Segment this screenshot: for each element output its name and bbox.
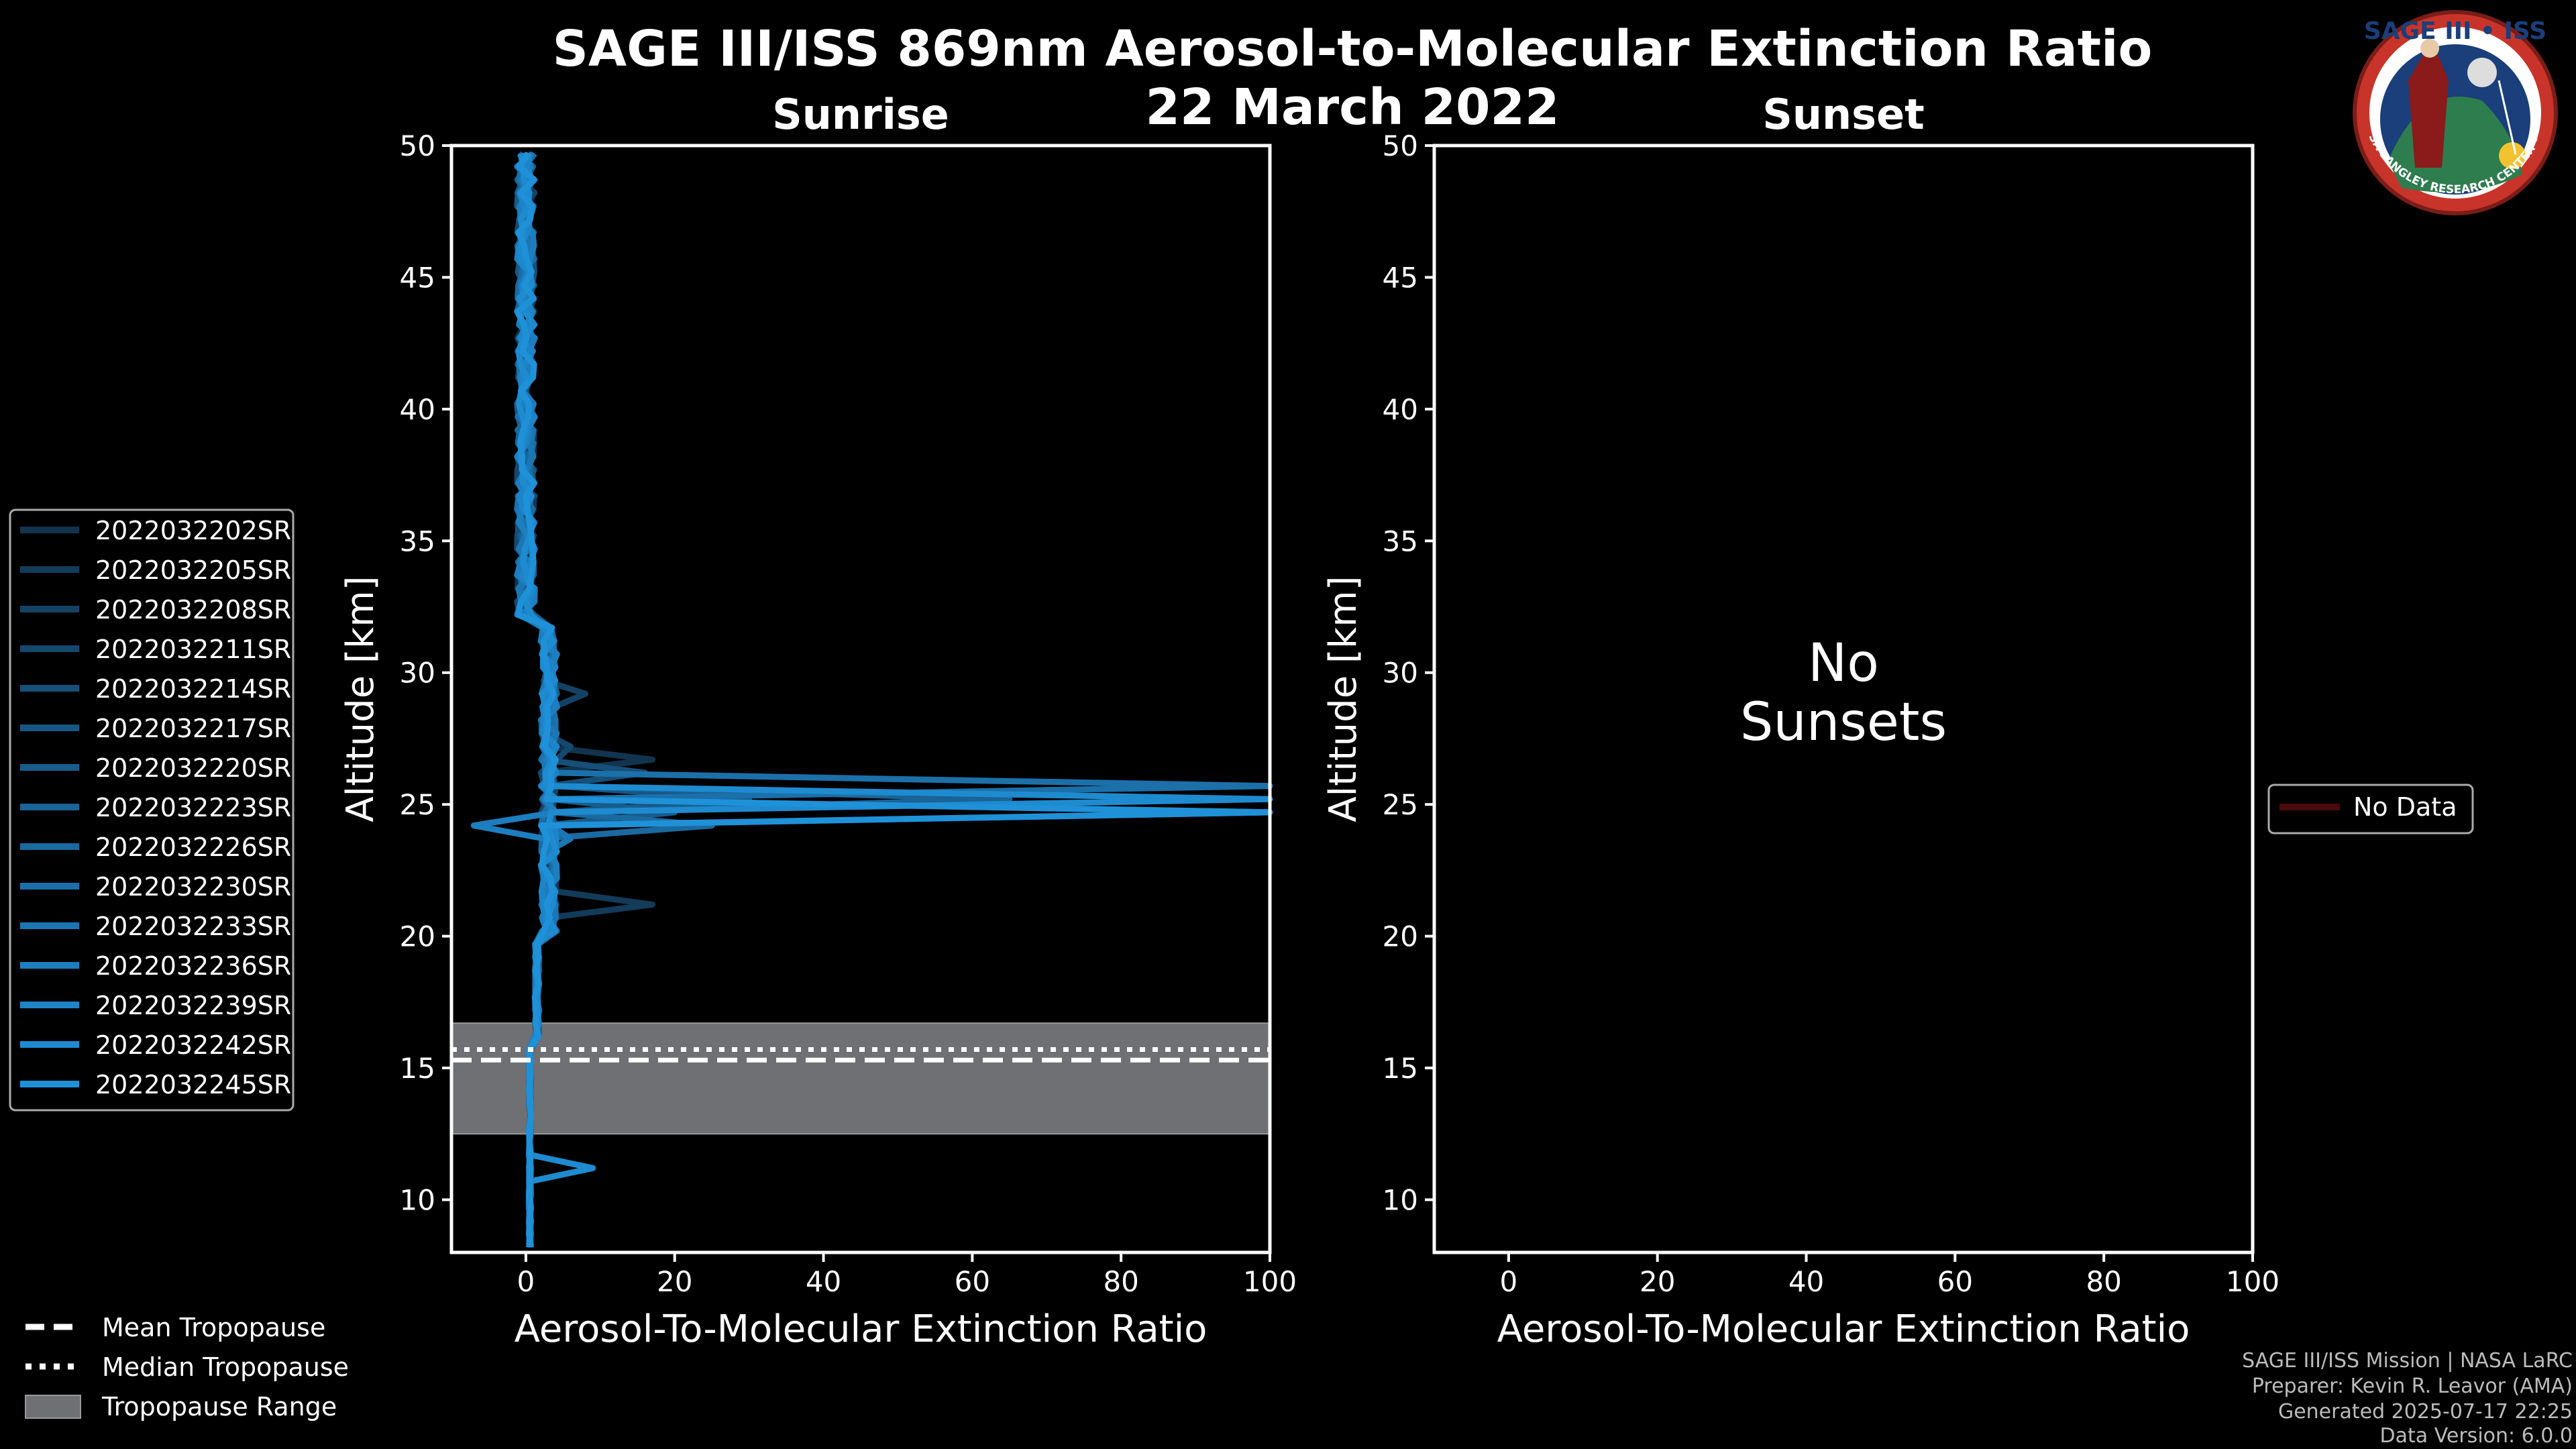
sunset-x-axis-label: Aerosol-To-Molecular Extinction Ratio (1497, 1307, 2190, 1351)
sunrise-plot-frame (449, 144, 1272, 1254)
sunrise-y-tick-label: 40 (400, 393, 435, 426)
sunset-x-tick-label: 20 (1640, 1265, 1675, 1298)
sunrise-y-tick-label: 50 (400, 129, 435, 162)
sunrise-x-tick-label: 40 (806, 1265, 841, 1298)
legend-label-2022032226SR: 2022032226SR (95, 833, 291, 862)
sunset-message-no: No (1808, 633, 1879, 694)
sunrise-y-tick-label: 15 (400, 1052, 435, 1085)
sunset-y-tick-label: 10 (1383, 1183, 1418, 1216)
no-data-legend-label: No Data (2353, 792, 2457, 822)
sunset-y-tick-label: 50 (1383, 129, 1418, 162)
legend-label-2022032220SR: 2022032220SR (95, 753, 291, 783)
sunset-x-tick-label: 80 (2086, 1265, 2121, 1298)
credit-mission: SAGE III/ISS Mission | NASA LaRC (2242, 1349, 2573, 1373)
sunrise-x-tick-label: 0 (517, 1265, 535, 1298)
sunrise-y-tick-label: 10 (400, 1183, 435, 1216)
sunset-x-tick-label: 0 (1500, 1265, 1518, 1298)
tropopause-range-band (451, 1022, 1271, 1135)
sunrise-axes: 0 20 40 60 80 100 10 15 20 25 30 35 40 45 50 (400, 129, 1297, 1298)
sunset-legend: No Data (2267, 784, 2474, 835)
legend-label-2022032236SR: 2022032236SR (95, 951, 291, 981)
chart-title: SAGE III/ISS 869nm Aerosol-to-Molecular … (553, 20, 2153, 78)
legend-label-2022032233SR: 2022032233SR (95, 912, 291, 941)
sunrise-y-tick-label: 20 (400, 920, 435, 953)
sunrise-y-tick-label: 35 (400, 525, 435, 557)
credit-generated: Generated 2025-07-17 22:25 (2278, 1400, 2573, 1424)
sunrise-y-tick-label: 45 (400, 261, 435, 294)
sunset-x-tick-label: 100 (2226, 1265, 2279, 1298)
profile-line-2022032245SR (515, 152, 1273, 1248)
sunrise-legend-frame (9, 508, 294, 1112)
legend-label-2022032230SR: 2022032230SR (95, 872, 291, 902)
sunset-y-tick-label: 45 (1383, 261, 1418, 294)
sunrise-panel-title: Sunrise (772, 90, 949, 139)
legend-label-2022032202SR: 2022032202SR (95, 516, 291, 545)
credit-data-version: Data Version: 6.0.0 (2380, 1424, 2573, 1448)
sunset-message-sunsets: Sunsets (1740, 692, 1947, 753)
legend-label-2022032239SR: 2022032239SR (95, 991, 291, 1020)
sunrise-x-tick-label: 100 (1243, 1265, 1297, 1298)
legend-label-2022032214SR: 2022032214SR (95, 674, 291, 704)
sunrise-x-tick-label: 60 (955, 1265, 990, 1298)
tropopause-legend: Mean Tropopause Median Tropopause Tropop… (25, 1313, 349, 1421)
sunset-y-tick-label: 40 (1383, 393, 1418, 426)
sunrise-tropopause-range (451, 1022, 1271, 1135)
chart-date: 22 March 2022 (1145, 78, 1559, 136)
sunset-y-tick-label: 25 (1383, 788, 1418, 821)
sunset-panel-title: Sunset (1762, 90, 1925, 139)
sunrise-profiles (470, 151, 1273, 1248)
legend-label-2022032211SR: 2022032211SR (95, 635, 291, 664)
logo-top-text: SAGE III • ISS (2364, 17, 2546, 45)
sunrise-y-tick-label: 25 (400, 788, 435, 821)
credit-preparer: Preparer: Kevin R. Leavor (AMA) (2252, 1375, 2573, 1398)
sunset-y-tick-label: 30 (1383, 657, 1418, 690)
sunset-y-tick-label: 15 (1383, 1052, 1418, 1085)
sunset-x-tick-label: 60 (1937, 1265, 1973, 1298)
sunrise-x-axis-label: Aerosol-To-Molecular Extinction Ratio (515, 1307, 1208, 1351)
sunrise-x-tick-label: 80 (1103, 1265, 1138, 1298)
sunrise-legend-items: 2022032202SR 2022032205SR 2022032208SR 2022… (20, 516, 291, 1099)
median-tropopause-label: Median Tropopause (102, 1352, 349, 1382)
legend-label-2022032208SR: 2022032208SR (95, 595, 291, 625)
sunrise-y-tick-label: 30 (400, 657, 435, 690)
legend-label-2022032242SR: 2022032242SR (95, 1030, 291, 1060)
sunrise-legend: 2022032202SR 2022032205SR 2022032208SR 2022… (9, 508, 294, 1112)
sunrise-y-axis-label: Altitude [km] (339, 576, 382, 822)
sunset-legend-frame (2267, 784, 2474, 835)
legend-label-2022032205SR: 2022032205SR (95, 555, 291, 585)
sunrise-tropopause-lines (451, 1047, 1270, 1063)
legend-label-2022032245SR: 2022032245SR (95, 1070, 291, 1099)
sunset-axes: 0 20 40 60 80 100 10 15 20 25 30 35 40 45 50 (1383, 129, 2280, 1298)
sunset-y-tick-label: 35 (1383, 525, 1418, 557)
sunrise-x-tick-label: 20 (657, 1265, 692, 1298)
tropopause-range-label: Tropopause Range (101, 1392, 337, 1421)
legend-label-2022032223SR: 2022032223SR (95, 793, 291, 822)
sunset-x-tick-label: 40 (1788, 1265, 1824, 1298)
legend-label-2022032217SR: 2022032217SR (95, 714, 291, 743)
tropopause-range-swatch (25, 1395, 81, 1419)
mean-tropopause-label: Mean Tropopause (102, 1313, 325, 1342)
sunset-y-tick-label: 20 (1383, 920, 1418, 953)
sunset-y-axis-label: Altitude [km] (1322, 576, 1365, 822)
sunset-plot-frame (1432, 144, 2255, 1254)
